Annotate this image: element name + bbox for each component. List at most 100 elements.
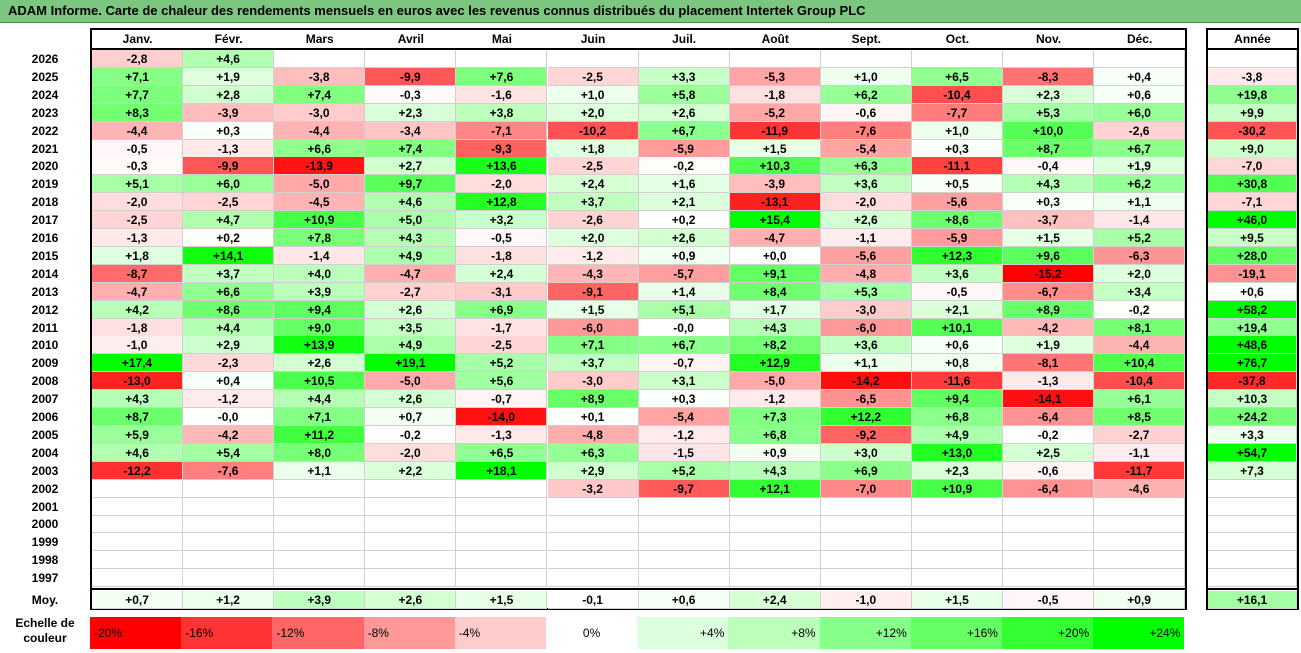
- heatmap-cell: -6,3: [1094, 246, 1186, 265]
- heatmap-cell: +8,0: [274, 443, 366, 462]
- heatmap-cell: +2,3: [1003, 85, 1095, 104]
- color-scale-stop: +12%: [819, 617, 911, 649]
- heatmap-cell: -5,7: [638, 264, 730, 283]
- annual-cell: [1208, 533, 1297, 552]
- heatmap-cell: [365, 533, 457, 552]
- annual-grid-frame: [1206, 28, 1299, 610]
- heatmap-cell: +0,3: [183, 121, 275, 140]
- heatmap-cell: +3,0: [820, 443, 912, 462]
- heatmap-cell: -4,5: [274, 193, 366, 212]
- heatmap-cell: -7,1: [456, 121, 548, 140]
- heatmap-cell: -4,7: [92, 282, 184, 301]
- annual-cell: +48,6: [1208, 336, 1297, 355]
- heatmap-cell: +8,2: [729, 336, 821, 355]
- heatmap-cell: +2,6: [365, 300, 457, 319]
- heatmap-cell: +2,2: [365, 461, 457, 480]
- heatmap-cell: -0,0: [638, 318, 730, 337]
- heatmap-cell: -10,4: [911, 85, 1003, 104]
- heatmap-cell: [365, 515, 457, 534]
- year-column-header: Année: [1234, 32, 1271, 46]
- heatmap-cell: +10,9: [911, 479, 1003, 498]
- heatmap-cell: +6,7: [1094, 139, 1186, 158]
- heatmap-cell: -0,0: [183, 408, 275, 426]
- heatmap-cell: +1,0: [820, 67, 912, 86]
- annual-cell: +28,0: [1208, 246, 1297, 265]
- heatmap-cell: +2,5: [1003, 443, 1095, 462]
- report-title: ADAM Informe. Carte de chaleur des rende…: [8, 3, 866, 18]
- row-year-label: 2017: [31, 213, 59, 228]
- heatmap-cell: [183, 479, 275, 498]
- heatmap-cell: -4,4: [1094, 336, 1186, 355]
- heatmap-cell: +8,7: [92, 408, 184, 426]
- color-scale-stop: -12%: [272, 617, 364, 649]
- heatmap-cell: +2,9: [547, 461, 639, 480]
- month-header: Janv.: [122, 32, 153, 46]
- heatmap-cell: +9,4: [911, 390, 1003, 409]
- heatmap-cell: -9,2: [820, 425, 912, 444]
- heatmap-cell: +0,5: [911, 175, 1003, 194]
- heatmap-cell: +0,6: [911, 336, 1003, 355]
- heatmap-cell: -5,2: [729, 103, 821, 122]
- heatmap-cell: -1,3: [92, 229, 184, 247]
- heatmap-cell: [547, 533, 639, 552]
- heatmap-cell: -2,5: [92, 211, 184, 230]
- heatmap-cell: +7,1: [274, 408, 366, 426]
- row-year-label: 1999: [31, 535, 59, 550]
- heatmap-cell: -6,5: [820, 390, 912, 409]
- heatmap-cell: -5,0: [274, 175, 366, 194]
- color-scale-stop: +24%: [1093, 617, 1185, 649]
- heatmap-cell: +2,7: [365, 157, 457, 176]
- heatmap-cell: [820, 569, 912, 588]
- heatmap-cell: [911, 533, 1003, 552]
- annual-cell: +10,3: [1208, 390, 1297, 409]
- heatmap-cell: -1,3: [456, 425, 548, 444]
- heatmap-cell: [365, 551, 457, 570]
- heatmap-cell: +3,7: [547, 193, 639, 212]
- heatmap-cell: -3,4: [365, 121, 457, 140]
- heatmap-cell: -0,2: [1003, 425, 1095, 444]
- heatmap-cell: [92, 497, 184, 516]
- heatmap-cell: +3,6: [820, 175, 912, 194]
- heatmap-cell: +6,3: [547, 443, 639, 462]
- heatmap-cell: +7,1: [547, 336, 639, 355]
- heatmap-cell: +2,6: [638, 103, 730, 122]
- heatmap-cell: -15,2: [1003, 264, 1095, 283]
- heatmap-cell: -1,2: [729, 390, 821, 409]
- heatmap-cell: -5,3: [729, 67, 821, 86]
- heatmap-cell: -4,7: [365, 264, 457, 283]
- heatmap-cell: +6,2: [1094, 175, 1186, 194]
- heatmap-cell: -2,5: [183, 193, 275, 212]
- annual-cell: [1208, 569, 1297, 588]
- heatmap-cell: [1094, 551, 1186, 570]
- heatmap-cell: -6,7: [1003, 282, 1095, 301]
- heatmap-cell: +0,9: [729, 443, 821, 462]
- annual-cell: +46,0: [1208, 211, 1297, 230]
- avg-cell: +1,5: [911, 591, 1003, 609]
- heatmap-cell: -0,3: [92, 157, 184, 176]
- heatmap-cell: [638, 515, 730, 534]
- heatmap-cell: -0,5: [911, 282, 1003, 301]
- heatmap-cell: -3,7: [1003, 211, 1095, 230]
- heatmap-cell: -5,6: [911, 193, 1003, 212]
- row-year-label: 2002: [31, 481, 59, 496]
- heatmap-cell: [820, 515, 912, 534]
- heatmap-cell: [92, 533, 184, 552]
- heatmap-cell: [183, 497, 275, 516]
- heatmap-cell: +0,3: [638, 390, 730, 409]
- month-header: Avril: [397, 32, 424, 46]
- heatmap-cell: -10,2: [547, 121, 639, 140]
- row-year-label: 2004: [31, 445, 59, 460]
- heatmap-cell: -6,0: [547, 318, 639, 337]
- heatmap-cell: +1,9: [1094, 157, 1186, 176]
- heatmap-cell: -1,1: [820, 229, 912, 247]
- heatmap-cell: -7,0: [820, 479, 912, 498]
- avg-annual-cell: +16,1: [1208, 591, 1297, 609]
- heatmap-cell: -4,4: [92, 121, 184, 140]
- annual-cell: [1208, 50, 1297, 68]
- heatmap-cell: +0,1: [547, 408, 639, 426]
- heatmap-cell: -1,8: [92, 318, 184, 337]
- row-year-label: 2023: [31, 105, 59, 120]
- heatmap-cell: +4,6: [365, 193, 457, 212]
- heatmap-cell: -11,6: [911, 372, 1003, 391]
- heatmap-cell: +8,7: [1003, 139, 1095, 158]
